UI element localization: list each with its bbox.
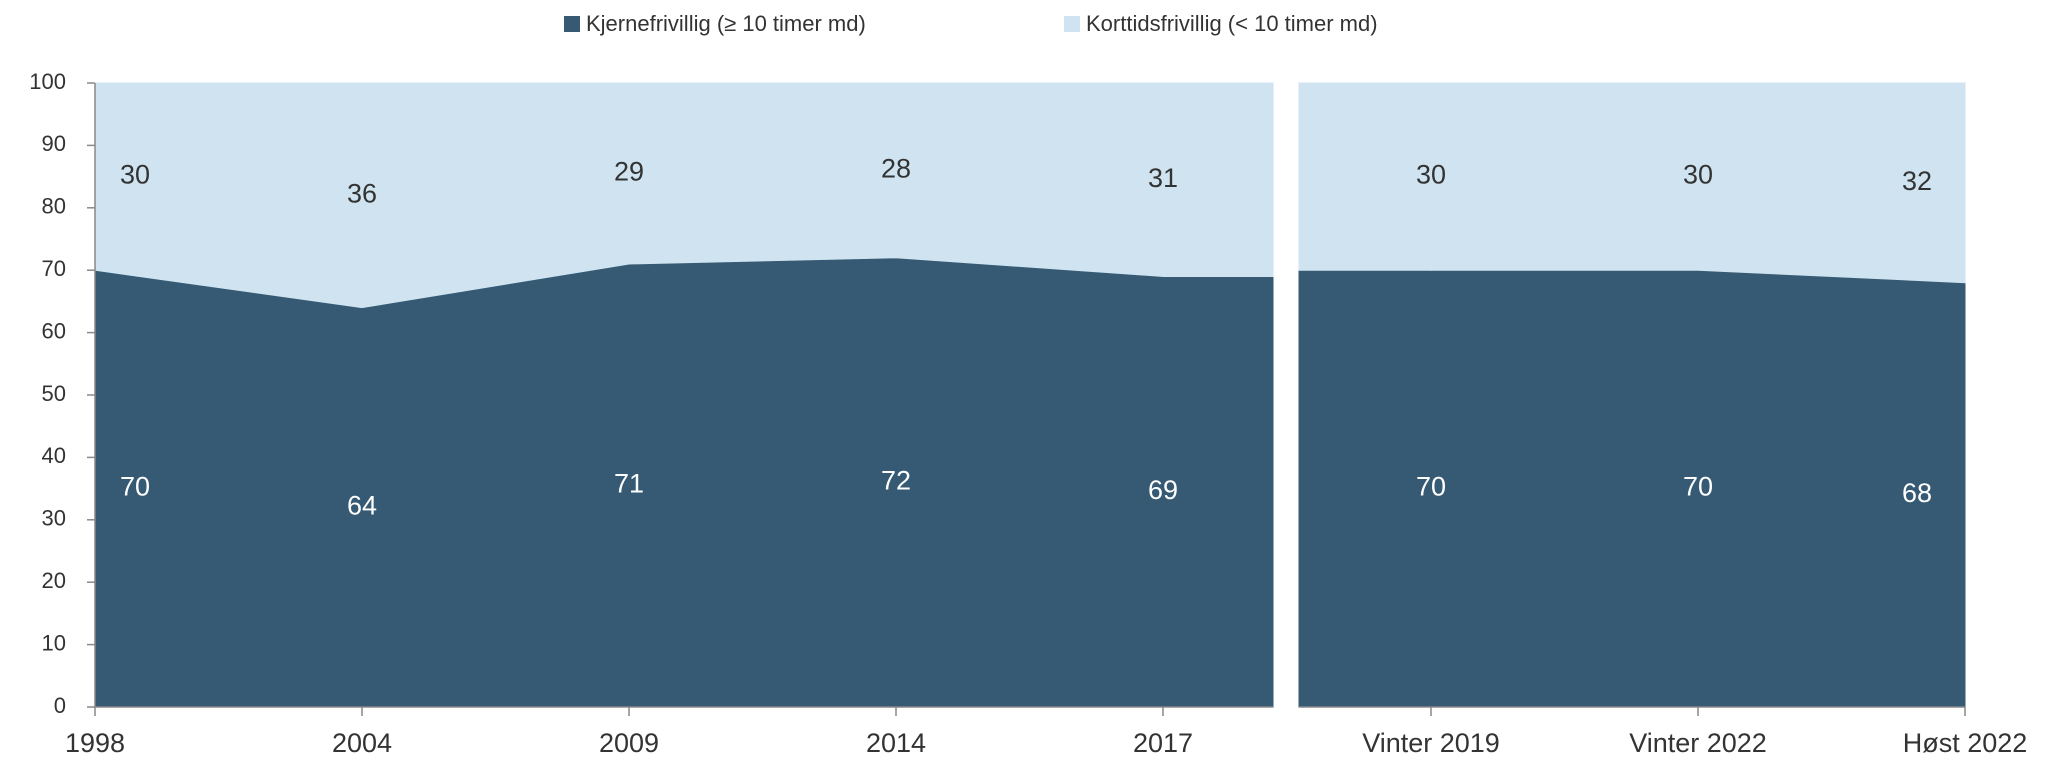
data-label: 28 <box>881 153 911 183</box>
data-label: 30 <box>1683 160 1713 190</box>
x-tick-label: 2009 <box>599 728 659 758</box>
area-extension <box>1298 82 1432 271</box>
data-label: 70 <box>120 472 150 502</box>
data-label: 70 <box>1683 472 1713 502</box>
y-tick-label: 70 <box>42 256 66 281</box>
x-tick-label: 2014 <box>866 728 926 758</box>
x-tick-label: Høst 2022 <box>1903 728 2028 758</box>
y-tick-label: 100 <box>29 69 66 94</box>
y-tick-label: 0 <box>54 693 66 718</box>
data-label: 69 <box>1148 475 1178 505</box>
data-label: 64 <box>347 490 377 520</box>
x-tick-label: 1998 <box>65 728 125 758</box>
x-tick-label: 2017 <box>1133 728 1193 758</box>
data-label: 32 <box>1902 166 1932 196</box>
data-label: 70 <box>1416 472 1446 502</box>
x-tick-label: 2004 <box>332 728 392 758</box>
y-tick-label: 90 <box>42 131 66 156</box>
x-tick-label: Vinter 2022 <box>1629 728 1767 758</box>
y-tick-label: 40 <box>42 443 66 468</box>
y-tick-label: 10 <box>42 630 66 655</box>
data-label: 72 <box>881 465 911 495</box>
y-tick-label: 20 <box>42 568 66 593</box>
data-label: 68 <box>1902 478 1932 508</box>
data-label: 71 <box>614 469 644 499</box>
data-label: 30 <box>120 160 150 190</box>
data-label: 31 <box>1148 163 1178 193</box>
legend-swatch <box>564 16 580 32</box>
x-tick-label: Vinter 2019 <box>1362 728 1500 758</box>
y-tick-label: 50 <box>42 381 66 406</box>
y-tick-label: 80 <box>42 194 66 219</box>
y-tick-label: 60 <box>42 318 66 343</box>
data-label: 36 <box>347 178 377 208</box>
legend-label: Kjernefrivillig (≥ 10 timer md) <box>586 11 866 36</box>
y-tick-label: 30 <box>42 506 66 531</box>
data-label: 30 <box>1416 160 1446 190</box>
data-label: 29 <box>614 157 644 187</box>
area-extension <box>1162 82 1274 277</box>
area-extension <box>1298 269 1432 708</box>
legend-label: Korttidsfrivillig (< 10 timer md) <box>1086 11 1378 36</box>
area-extension <box>1162 275 1274 708</box>
legend-swatch <box>1064 16 1080 32</box>
